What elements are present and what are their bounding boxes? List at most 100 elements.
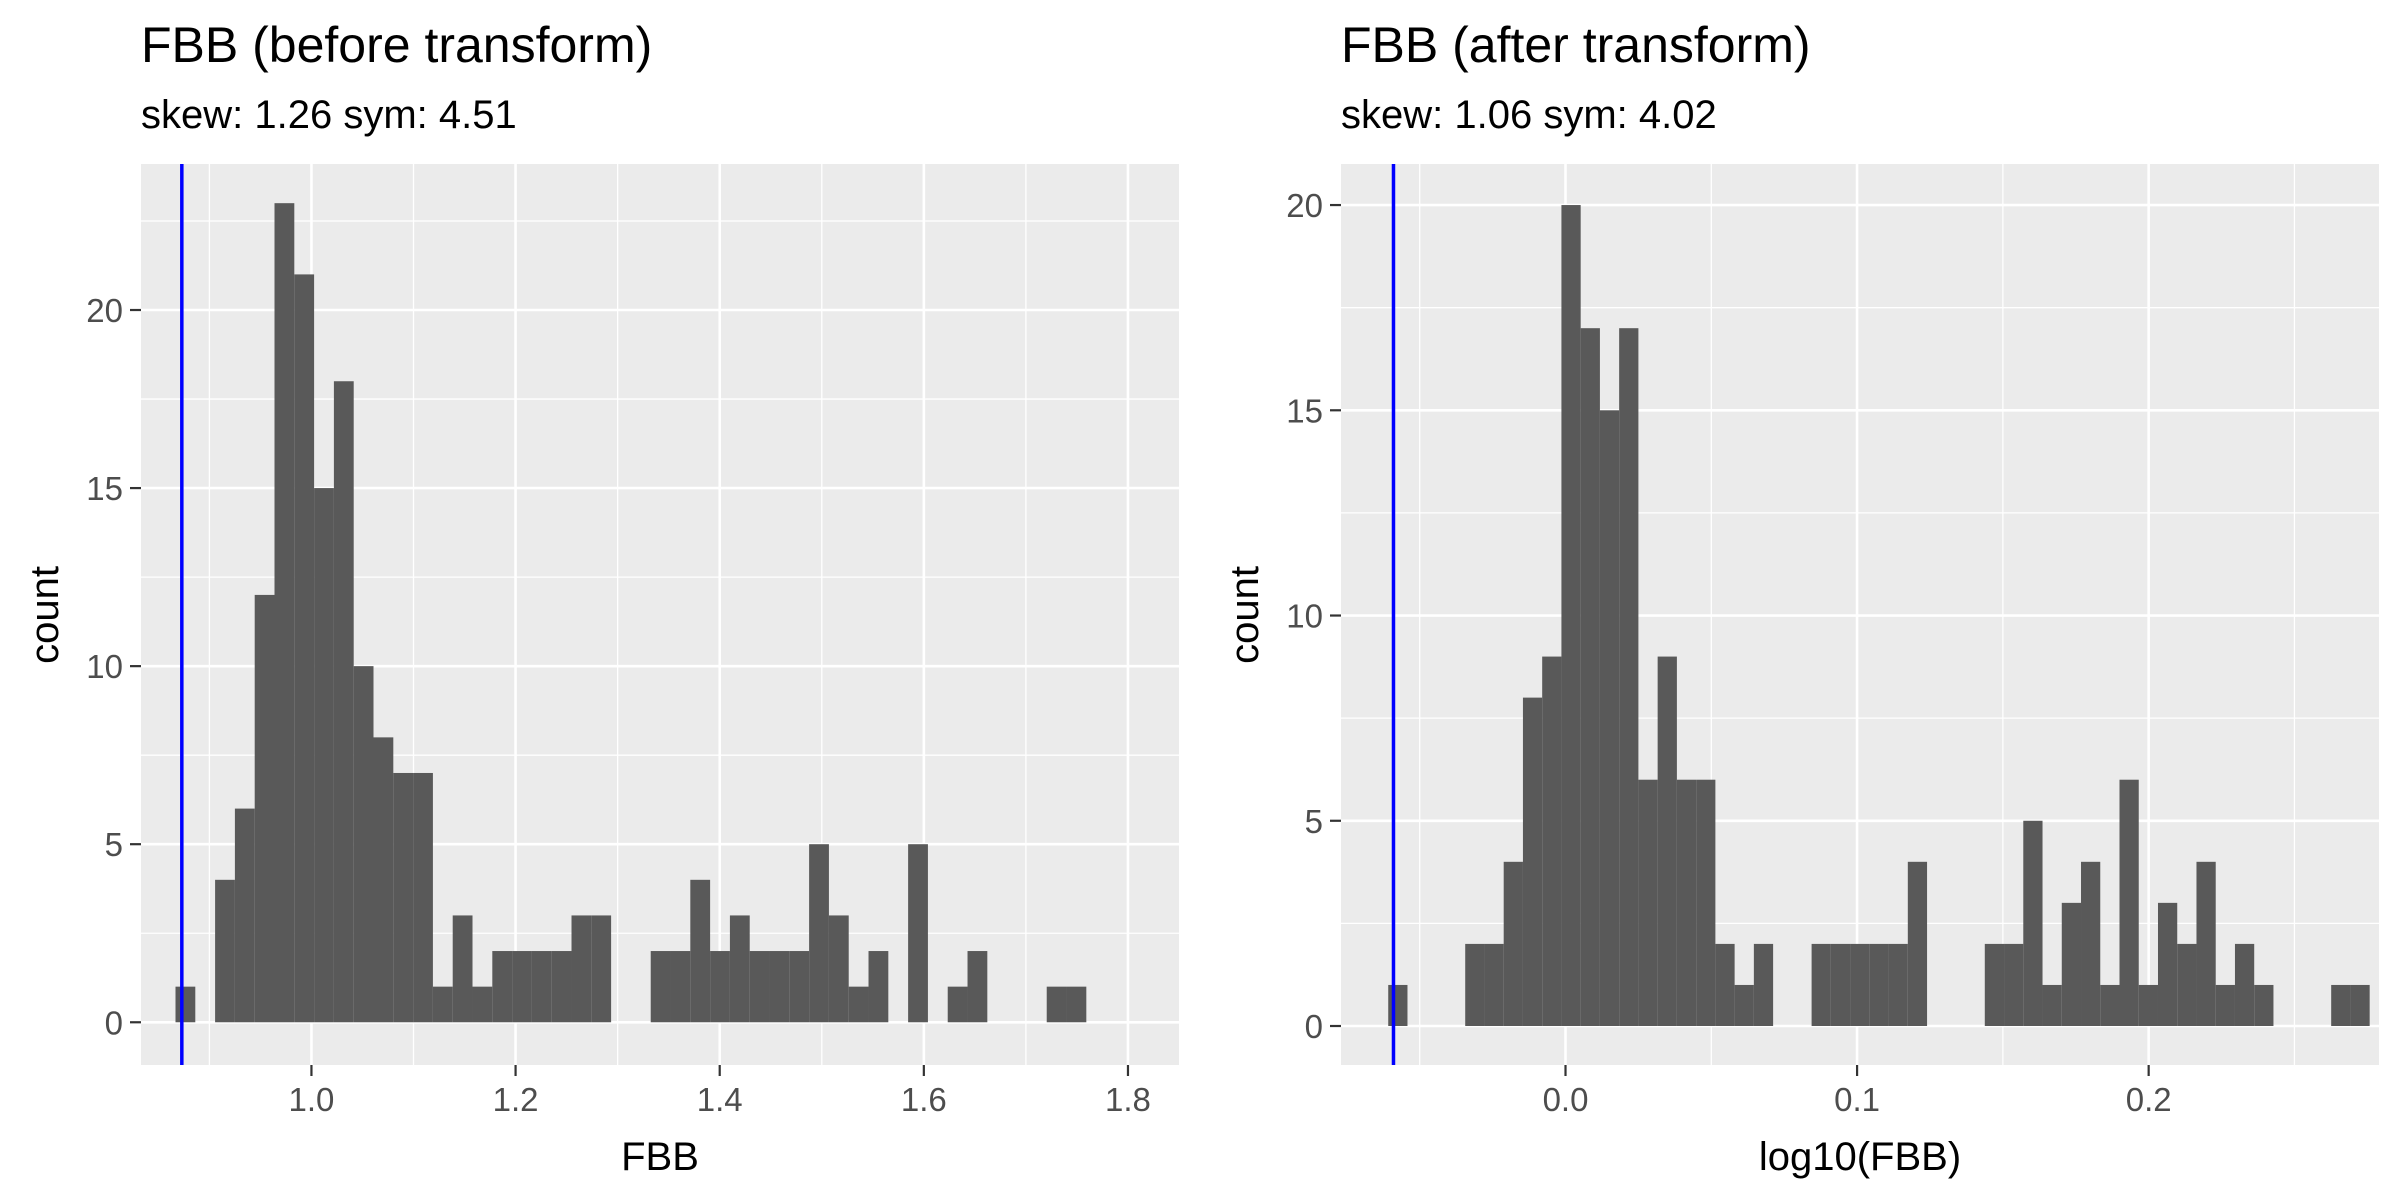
right-histogram-bar <box>1753 943 1774 1027</box>
left-histogram-bar <box>215 879 235 1023</box>
left-y-tick-label: 15 <box>86 470 123 507</box>
left-histogram-bars <box>175 203 1087 1023</box>
left-y-tick-label: 10 <box>86 648 123 685</box>
right-chart-title: FBB (after transform) <box>1341 17 1811 73</box>
right-x-ticks: 0.0 0.1 0.2 <box>1543 1065 2172 1118</box>
left-histogram-bar <box>254 594 275 1023</box>
left-histogram-bar <box>472 986 493 1023</box>
right-chart: FBB (after transform) skew: 1.06 sym: 4.… <box>1223 17 2379 1179</box>
right-histogram-bar <box>1542 656 1562 1027</box>
right-histogram-bar <box>2215 984 2235 1027</box>
right-histogram-bar <box>1907 861 1928 1027</box>
right-histogram-bar <box>1811 943 1831 1027</box>
right-y-ticks: 0 5 10 15 20 <box>1286 187 1341 1045</box>
left-histogram-bar <box>333 381 354 1023</box>
right-y-tick-label: 15 <box>1286 392 1323 429</box>
left-histogram-bar <box>452 915 473 1023</box>
left-histogram-bar <box>492 951 513 1023</box>
left-x-ticks: 1.0 1.2 1.4 1.6 1.8 <box>289 1065 1151 1118</box>
right-y-axis-title: count <box>1223 566 1267 664</box>
right-histogram-bar <box>1734 984 1754 1027</box>
left-chart: FBB (before transform) skew: 1.26 sym: 4… <box>23 17 1179 1179</box>
right-histogram-bar <box>2177 943 2197 1027</box>
right-histogram-bar <box>1522 697 1543 1027</box>
left-histogram-bar <box>1046 986 1067 1023</box>
left-histogram-bar <box>413 772 433 1023</box>
left-y-tick-label: 5 <box>105 826 123 863</box>
right-histogram-bar <box>2004 943 2024 1027</box>
left-x-tick-label: 1.8 <box>1105 1081 1151 1118</box>
right-histogram-bar <box>1696 779 1716 1027</box>
right-x-tick-label: 0.1 <box>1834 1081 1880 1118</box>
right-histogram-bar <box>1599 410 1620 1027</box>
left-y-tick-label: 20 <box>86 292 123 329</box>
right-histogram-bar <box>1638 779 1658 1027</box>
left-histogram-bar <box>551 951 572 1023</box>
left-histogram-bar <box>809 844 829 1023</box>
left-histogram-bar <box>769 951 790 1023</box>
right-histogram-bar <box>1984 943 2005 1027</box>
left-histogram-bar <box>591 915 612 1023</box>
right-histogram-bar <box>1869 943 1889 1027</box>
left-histogram-bar <box>828 915 849 1023</box>
right-histogram-bar <box>1580 328 1600 1027</box>
left-histogram-bar <box>848 986 869 1023</box>
left-x-tick-label: 1.6 <box>901 1081 947 1118</box>
right-histogram-bar <box>1657 656 1677 1027</box>
right-chart-subtitle: skew: 1.06 sym: 4.02 <box>1341 93 1717 137</box>
right-histogram-bars <box>1388 205 2370 1027</box>
right-y-tick-label: 10 <box>1286 598 1323 635</box>
left-x-axis-title: FBB <box>621 1135 699 1179</box>
left-histogram-bar <box>710 951 730 1023</box>
right-histogram-bar <box>1619 328 1639 1027</box>
left-histogram-bar <box>175 986 196 1023</box>
right-histogram-bar <box>2234 943 2255 1027</box>
right-x-tick-label: 0.0 <box>1543 1081 1589 1118</box>
right-histogram-bar <box>2254 984 2274 1027</box>
right-histogram-bar <box>1561 205 1581 1027</box>
left-histogram-bar <box>729 915 750 1023</box>
left-histogram-bar <box>531 951 552 1023</box>
left-histogram-bar <box>294 274 315 1023</box>
left-histogram-bar <box>789 951 810 1023</box>
left-histogram-bar <box>373 737 394 1023</box>
right-histogram-bar <box>2081 861 2101 1027</box>
right-histogram-bar <box>1503 861 1523 1027</box>
right-histogram-bar <box>1830 943 1851 1027</box>
left-histogram-bar <box>690 879 711 1023</box>
right-histogram-bar <box>2196 861 2216 1027</box>
left-histogram-bar <box>274 203 295 1023</box>
left-x-tick-label: 1.2 <box>493 1081 539 1118</box>
right-histogram-bar <box>2350 984 2370 1027</box>
right-histogram-bar <box>2157 902 2178 1027</box>
right-histogram-bar <box>1850 943 1870 1027</box>
left-histogram-bar <box>908 844 928 1023</box>
right-y-tick-label: 5 <box>1305 803 1323 840</box>
left-histogram-bar <box>571 915 592 1023</box>
left-histogram-bar <box>670 951 691 1023</box>
left-histogram-bar <box>393 772 414 1023</box>
left-histogram-bar <box>749 951 770 1023</box>
right-y-tick-label: 20 <box>1286 187 1323 224</box>
left-histogram-bar <box>650 951 671 1023</box>
left-histogram-bar <box>967 951 988 1023</box>
left-y-tick-label: 0 <box>105 1004 123 1041</box>
left-histogram-bar <box>234 808 255 1023</box>
right-histogram-bar <box>2042 984 2062 1027</box>
right-histogram-bar <box>1888 943 1908 1027</box>
left-histogram-bar <box>868 951 889 1023</box>
right-x-tick-label: 0.2 <box>2126 1081 2172 1118</box>
right-y-tick-label: 0 <box>1305 1008 1323 1045</box>
left-histogram-bar <box>353 666 374 1023</box>
left-y-axis-title: count <box>23 566 67 664</box>
left-histogram-bar <box>947 986 968 1023</box>
left-chart-subtitle: skew: 1.26 sym: 4.51 <box>141 93 517 137</box>
right-histogram-bar <box>1388 984 1408 1027</box>
left-x-tick-label: 1.4 <box>697 1081 743 1118</box>
right-histogram-bar <box>1676 779 1697 1027</box>
right-histogram-bar <box>2023 820 2043 1027</box>
right-histogram-bar <box>2061 902 2082 1027</box>
right-x-axis-title: log10(FBB) <box>1759 1135 1961 1179</box>
right-histogram-bar <box>2138 984 2158 1027</box>
left-histogram-bar <box>512 951 532 1023</box>
